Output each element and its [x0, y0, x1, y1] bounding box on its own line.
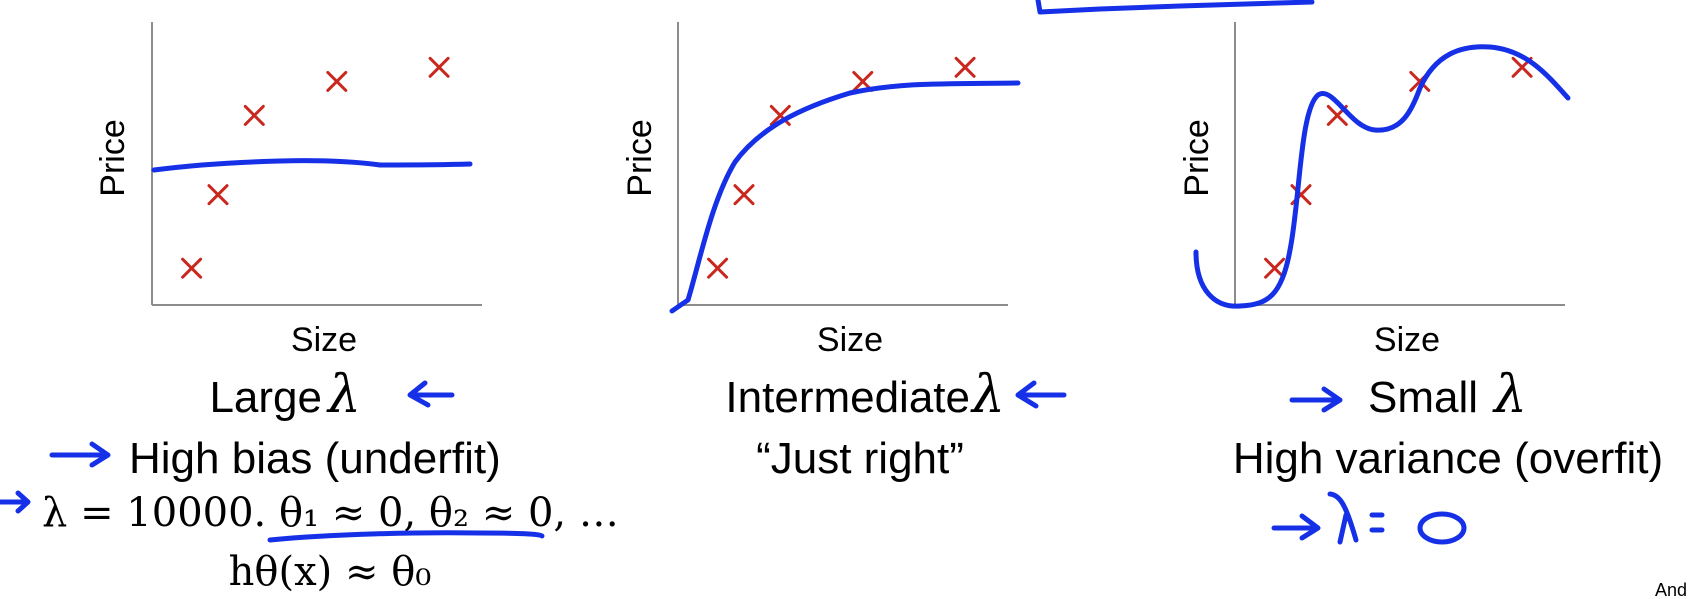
panel-overfit: Price Size	[1178, 22, 1571, 359]
data-point-stroke	[1264, 257, 1286, 279]
arrow-right-icon	[1289, 386, 1343, 413]
x-axis-label: Size	[291, 321, 357, 359]
caption-intermediate: Intermediate	[725, 373, 970, 422]
arrow-right-icon	[1271, 513, 1321, 541]
arrow-left-icon	[1015, 380, 1067, 409]
stray-ink-stroke	[1035, 0, 1315, 15]
panel-just-right: Price Size	[621, 22, 1021, 359]
fit-curve-smooth	[669, 80, 1021, 314]
x-axis-label: Size	[1374, 321, 1440, 359]
data-point-marker	[954, 56, 976, 78]
formula-large-lambda: λ = 10000. θ₁ ≈ 0, θ₂ ≈ 0, … hθ(x) ≈ θ₀	[0, 490, 619, 595]
data-point-marker	[707, 257, 729, 279]
subcaption-high-bias: High bias (underfit)	[129, 434, 501, 483]
y-axis-label: Price	[1178, 119, 1216, 196]
data-point-stroke	[181, 257, 203, 279]
caption-large-lambda: Large λ	[209, 365, 455, 425]
data-point-stroke	[733, 184, 755, 206]
data-point-stroke	[243, 104, 265, 126]
data-point-marker	[733, 184, 755, 206]
data-point-marker	[207, 184, 229, 206]
data-point-stroke	[769, 104, 791, 126]
footer-text: And	[1655, 580, 1687, 599]
data-point-stroke	[207, 184, 229, 206]
caption-intermediate-lambda: Intermediate λ “Just right”	[725, 365, 1067, 483]
data-point-marker	[326, 70, 348, 92]
fit-curve-wiggly	[1193, 44, 1571, 309]
data-point-stroke	[428, 56, 450, 78]
y-axis-label: Price	[621, 119, 659, 196]
handwritten-lambda	[1327, 491, 1359, 545]
handwritten-zero	[1417, 511, 1467, 545]
data-point-stroke	[852, 70, 874, 92]
data-point-stroke	[707, 257, 729, 279]
subcaption-high-variance: High variance (overfit)	[1233, 434, 1663, 483]
panel-underfit: Price Size	[94, 22, 482, 359]
formula-hypothesis: hθ(x) ≈ θ₀	[229, 549, 432, 595]
caption-large: Large	[209, 373, 322, 422]
lambda-symbol: λ	[970, 365, 1005, 425]
caption-small: Small	[1368, 373, 1478, 422]
subcaption-just-right: “Just right”	[756, 434, 964, 483]
data-point-stroke	[326, 70, 348, 92]
caption-small-lambda: Small λ High variance (overfit)	[1233, 365, 1663, 483]
data-point-marker	[243, 104, 265, 126]
underline-ink	[267, 530, 545, 543]
x-axis-label: Size	[817, 321, 883, 359]
formula-lambda-values: λ = 10000. θ₁ ≈ 0, θ₂ ≈ 0, …	[42, 490, 619, 536]
lambda-symbol: λ	[1492, 365, 1527, 425]
arrow-left-icon	[407, 380, 455, 408]
subcaption-underfit: High bias (underfit)	[49, 434, 501, 483]
data-point-stroke	[954, 56, 976, 78]
arrow-right-icon	[49, 441, 111, 468]
lambda-symbol: λ	[326, 365, 361, 425]
y-axis-label: Price	[94, 119, 132, 196]
handwritten-equals	[1369, 512, 1385, 533]
fit-curve-flat	[151, 158, 473, 173]
data-point-marker	[181, 257, 203, 279]
arrow-right-icon	[0, 490, 31, 514]
data-point-marker	[428, 56, 450, 78]
handwritten-lambda-zero	[1271, 491, 1467, 545]
data-point-marker	[1264, 257, 1286, 279]
